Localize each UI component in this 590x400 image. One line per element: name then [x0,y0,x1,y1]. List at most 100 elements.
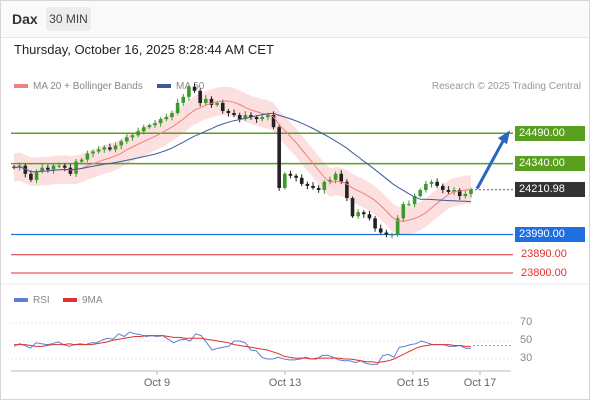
candle-body [316,187,321,190]
legend-label-bollinger: MA 20 + Bollinger Bands [33,81,143,92]
candle-body [311,185,315,188]
legend-item-ma50: MA 50 [157,81,204,92]
x-tick-oct-9: Oct 9 [143,377,171,389]
symbol-title: Dax [12,11,38,27]
level-label-resistance-1: 24340.00 [515,156,585,172]
9ma-swatch-icon [63,298,77,303]
candle-body [395,218,400,235]
candle-body [356,212,360,217]
x-tick-oct-17: Oct 17 [463,377,497,389]
level-label-support-1: 23890.00 [521,248,567,261]
candle-body [164,117,169,120]
candle-body [277,127,281,188]
legend-label-rsi: RSI [33,295,50,306]
x-tick-oct-13: Oct 13 [268,377,302,389]
candle-body [401,204,406,219]
candle-body [345,181,349,199]
ma50-swatch-icon [157,84,171,89]
candle-body [40,167,45,172]
forecast-arrow-head [498,130,510,145]
candle-body [378,228,383,233]
candle-body [46,167,50,170]
candle-body [350,198,355,217]
candle-body [136,131,140,136]
forecast-arrow [475,138,506,190]
candle-body [254,117,259,120]
candle-body [362,212,366,215]
candle-body [288,173,293,176]
legend-label-ma50: MA 50 [176,81,205,92]
candle-body [192,86,197,91]
candle-body [367,214,372,219]
candle-body [113,145,118,150]
candle-body [463,194,468,197]
candle-body [243,115,248,120]
candle-body [339,173,344,182]
candle-body [215,102,219,105]
candle-body [170,113,174,118]
candle-body [328,179,332,182]
candle-body [407,204,411,206]
ma20-line [13,100,472,222]
candle-body [237,115,242,120]
candle-body [457,189,462,197]
candle-body [125,137,129,142]
candle-body [322,181,327,190]
candle-body [158,119,163,124]
candle-body [429,181,434,184]
candle-body [390,234,394,236]
candle-body [446,189,451,192]
candle-body [79,159,84,162]
legend-item-rsi: RSI [14,295,50,306]
candle-body [305,183,310,186]
legend-item-bollinger: MA 20 + Bollinger Bands [14,81,143,92]
rsi-tick-70: 70 [520,316,533,328]
x-tick-oct-15: Oct 15 [396,377,430,389]
candle-body [181,96,186,103]
candle-body [23,165,28,174]
candle-body [29,173,33,180]
candle-body [198,90,202,103]
level-label-last-price: 24210.98 [515,182,585,198]
candle-body [373,218,377,229]
candle-body [418,189,423,197]
legend-item-9ma: 9MA [63,295,103,306]
candle-body [130,135,135,138]
level-label-support-2: 23800.00 [521,266,567,279]
timeframe-button[interactable]: 30 MIN [46,7,91,31]
candle-body [271,115,276,128]
ma50-line [13,112,472,203]
candle-body [175,102,180,114]
candle-body [209,98,214,105]
candle-body [220,102,225,111]
candle-body [435,181,439,186]
rsi-tick-50: 50 [520,334,533,346]
price-layer [1,83,589,285]
candle-body [57,165,61,167]
candle-body [62,165,67,168]
candle-body [294,175,298,178]
candle-body [266,115,270,118]
rsi-9ma-line [14,335,471,364]
candle-body [412,196,417,205]
candle-body [34,171,39,180]
candle-body [147,125,152,128]
rsi-swatch-icon [14,298,28,303]
candle-body [91,151,95,154]
rsi-line [13,331,471,365]
candle-body [260,117,265,120]
candle-body [333,173,338,180]
candle-body [249,115,253,118]
candle-body [96,149,101,152]
research-credit: Research © 2025 Trading Central [431,81,581,92]
candle-body [74,161,78,174]
candle-body [85,153,90,160]
candle-body [187,86,191,97]
candle-body [469,189,473,195]
legend-label-9ma: 9MA [82,295,103,306]
candle-body [108,147,112,150]
candle-body [384,232,389,235]
candle-body [452,189,456,192]
